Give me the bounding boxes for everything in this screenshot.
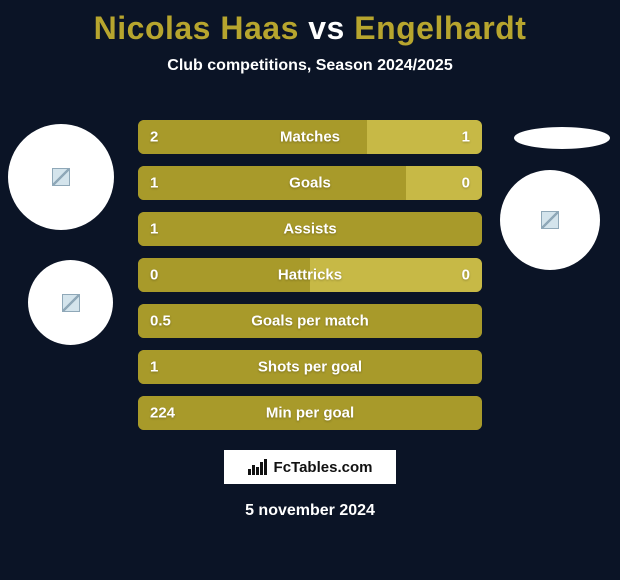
- date-text: 5 november 2024: [245, 502, 375, 520]
- stat-value-left: 2: [150, 129, 158, 146]
- stat-value-left: 0: [150, 267, 158, 284]
- vs-text: vs: [308, 10, 345, 46]
- stat-value-right: 0: [462, 267, 470, 284]
- stat-label: Matches: [280, 129, 340, 146]
- subtitle: Club competitions, Season 2024/2025: [0, 57, 620, 75]
- stat-value-left: 224: [150, 405, 175, 422]
- stat-label: Hattricks: [278, 267, 342, 284]
- stat-row: 224 Min per goal: [138, 396, 482, 430]
- stat-row: 1 Shots per goal: [138, 350, 482, 384]
- stat-label: Assists: [283, 221, 336, 238]
- image-placeholder-icon: [541, 211, 559, 229]
- stat-value-left: 0.5: [150, 313, 171, 330]
- stat-value-left: 1: [150, 175, 158, 192]
- stat-label: Goals: [289, 175, 331, 192]
- stat-row: 1 Assists: [138, 212, 482, 246]
- stat-value-right: 1: [462, 129, 470, 146]
- stat-row: 2 1 Matches: [138, 120, 482, 154]
- player2-name: Engelhardt: [354, 10, 526, 46]
- player1-name: Nicolas Haas: [94, 10, 299, 46]
- stat-value-right: 0: [462, 175, 470, 192]
- stat-label: Goals per match: [251, 313, 369, 330]
- image-placeholder-icon: [52, 168, 70, 186]
- stat-row: 0.5 Goals per match: [138, 304, 482, 338]
- player1-photo-small: [28, 260, 113, 345]
- stat-row: 1 0 Goals: [138, 166, 482, 200]
- player2-photo-top: [514, 127, 610, 149]
- comparison-title: Nicolas Haas vs Engelhardt: [0, 0, 620, 47]
- stat-bars-container: 2 1 Matches 1 0 Goals 1 Assists 0 0 Hattricks 0.5 Go…: [138, 120, 482, 442]
- stat-value-left: 1: [150, 359, 158, 376]
- stat-bar-right: [406, 166, 482, 200]
- brand-text: FcTables.com: [274, 459, 373, 476]
- player2-photo-large: [500, 170, 600, 270]
- stat-value-left: 1: [150, 221, 158, 238]
- image-placeholder-icon: [62, 294, 80, 312]
- stat-label: Min per goal: [266, 405, 354, 422]
- stat-label: Shots per goal: [258, 359, 362, 376]
- stat-bar-left: [138, 166, 406, 200]
- bars-chart-icon: [248, 459, 268, 475]
- brand-logo: FcTables.com: [222, 448, 398, 486]
- player1-photo-large: [8, 124, 114, 230]
- stat-row: 0 0 Hattricks: [138, 258, 482, 292]
